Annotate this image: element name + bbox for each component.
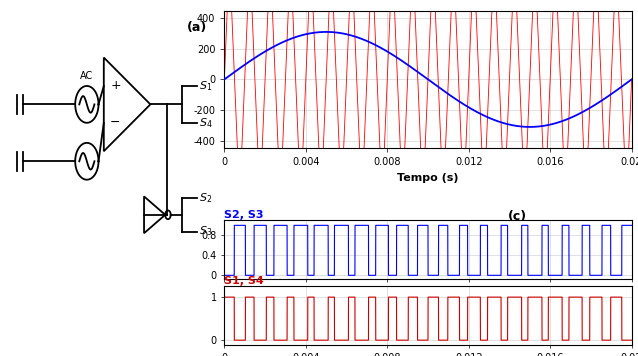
Text: $S_1$: $S_1$ [199, 79, 212, 93]
Text: $S_4$: $S_4$ [199, 116, 212, 130]
Text: +: + [110, 79, 121, 93]
Legend: Va (V), Vtriangular (V): Va (V), Vtriangular (V) [225, 0, 397, 4]
Text: (a): (a) [188, 21, 207, 34]
Text: $S_3$: $S_3$ [199, 225, 212, 239]
Text: S1, S4: S1, S4 [225, 276, 264, 286]
Text: −: − [110, 116, 121, 129]
Text: (c): (c) [508, 210, 527, 223]
X-axis label: Tempo (s): Tempo (s) [397, 173, 459, 183]
Text: $S_2$: $S_2$ [199, 191, 212, 205]
Text: AC: AC [80, 71, 94, 81]
Text: S2, S3: S2, S3 [225, 210, 264, 220]
